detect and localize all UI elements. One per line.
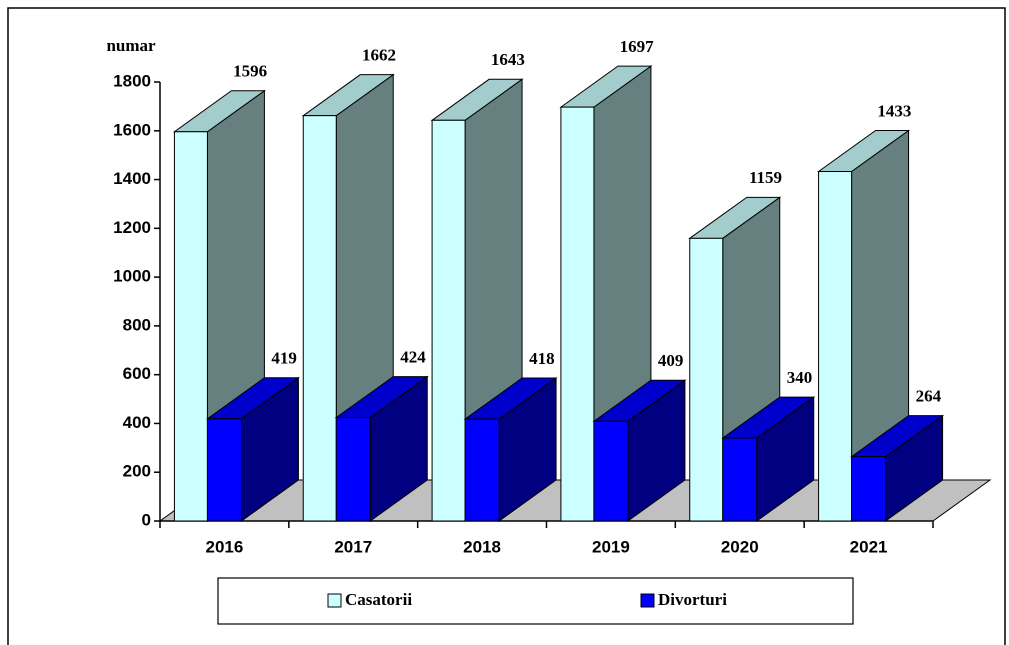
x-tick-label: 2016 <box>206 537 244 556</box>
y-tick-label: 1800 <box>113 71 151 90</box>
bar <box>335 417 371 522</box>
y-tick-label: 1000 <box>113 267 151 286</box>
bar <box>464 418 500 522</box>
data-label: 1596 <box>233 62 267 81</box>
x-tick-label: 2020 <box>721 537 759 556</box>
bar <box>302 115 337 522</box>
bar <box>818 171 853 522</box>
y-tick-label: 1600 <box>113 120 151 139</box>
data-label: 409 <box>658 351 684 370</box>
x-tick-label: 2018 <box>463 537 501 556</box>
bar <box>722 437 758 522</box>
y-tick-label: 1400 <box>113 169 151 188</box>
data-label: 1159 <box>749 168 782 187</box>
bar <box>560 106 595 522</box>
y-axis-label: numar <box>106 36 156 55</box>
bar <box>593 420 629 522</box>
data-label: 1662 <box>362 46 396 65</box>
bar <box>851 456 887 522</box>
bar <box>431 119 466 522</box>
y-tick-label: 800 <box>123 315 151 334</box>
x-tick-label: 2021 <box>850 537 888 556</box>
y-tick-label: 0 <box>142 510 151 529</box>
data-label: 418 <box>529 349 555 368</box>
y-tick-label: 200 <box>123 462 151 481</box>
bar <box>206 418 242 522</box>
legend-swatch <box>640 593 655 608</box>
data-label: 264 <box>916 387 942 406</box>
data-label: 1433 <box>877 101 911 120</box>
data-label: 1643 <box>491 50 525 69</box>
bar <box>689 237 724 522</box>
x-tick-label: 2019 <box>592 537 630 556</box>
y-tick-label: 400 <box>123 413 151 432</box>
bar <box>173 131 208 522</box>
data-label: 419 <box>271 349 297 368</box>
legend-label: Divorturi <box>658 590 727 609</box>
legend-swatch <box>327 593 342 608</box>
legend-label: Casatorii <box>345 590 412 609</box>
y-tick-label: 600 <box>123 364 151 383</box>
data-label: 1697 <box>620 37 655 56</box>
data-label: 424 <box>400 347 426 366</box>
data-label: 340 <box>787 368 813 387</box>
y-tick-label: 1200 <box>113 218 151 237</box>
x-tick-label: 2017 <box>334 537 372 556</box>
legend <box>217 577 854 625</box>
frame <box>7 7 1006 645</box>
